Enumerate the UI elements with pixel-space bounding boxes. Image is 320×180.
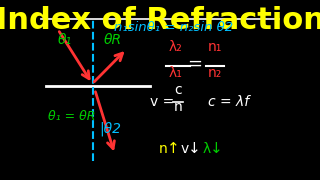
Text: ↓: ↓ [210, 141, 222, 156]
Text: n₁: n₁ [207, 40, 222, 54]
Text: n₁sinθ₁ = n₂sin θ2: n₁sinθ₁ = n₂sin θ2 [114, 21, 233, 34]
Text: =: = [188, 55, 203, 73]
Text: θR: θR [104, 33, 122, 47]
Text: λ: λ [202, 142, 211, 156]
Text: n: n [159, 142, 168, 156]
Text: |θ2: |θ2 [100, 122, 121, 136]
Text: λ₂: λ₂ [169, 40, 182, 54]
Text: ↑: ↑ [167, 141, 180, 156]
Text: v =: v = [150, 95, 174, 109]
Text: Index of Refraction: Index of Refraction [0, 6, 320, 35]
Text: θ₁ = θR: θ₁ = θR [48, 110, 96, 123]
Text: v: v [181, 142, 189, 156]
Text: ↓: ↓ [188, 141, 201, 156]
Text: θ₁: θ₁ [58, 33, 72, 47]
Text: λ₁: λ₁ [169, 66, 182, 80]
Text: n: n [173, 100, 182, 114]
Text: c: c [174, 84, 182, 97]
Text: c = λf: c = λf [208, 95, 250, 109]
Text: n₂: n₂ [208, 66, 222, 80]
